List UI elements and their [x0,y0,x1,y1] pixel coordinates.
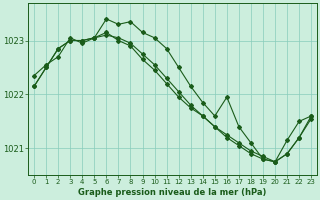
X-axis label: Graphe pression niveau de la mer (hPa): Graphe pression niveau de la mer (hPa) [78,188,267,197]
